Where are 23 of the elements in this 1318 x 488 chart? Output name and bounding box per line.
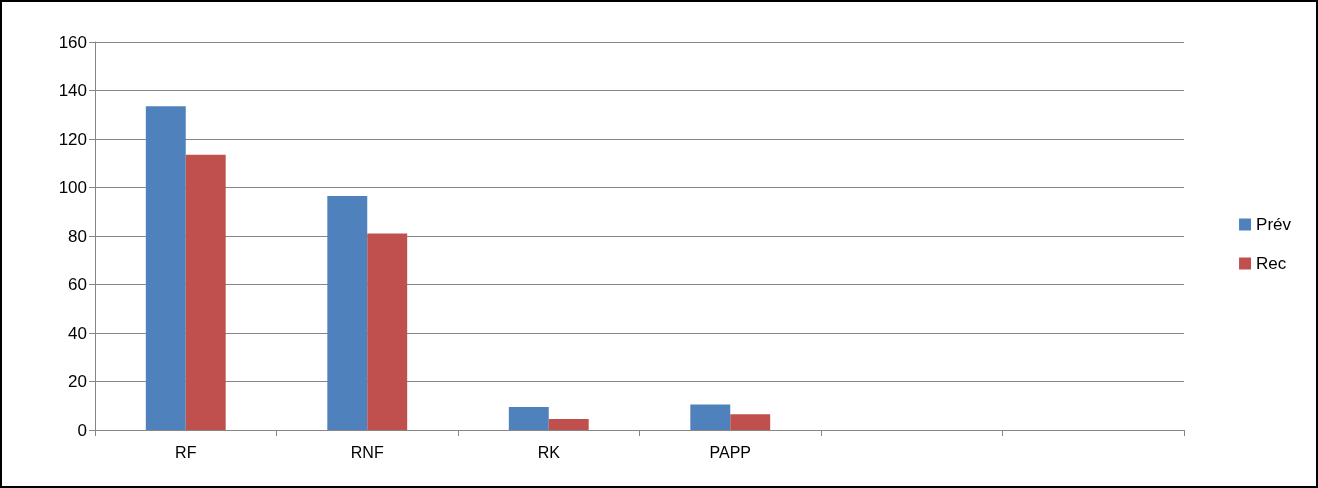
y-tick-label: 100	[58, 178, 87, 197]
bar	[690, 404, 731, 430]
bar	[145, 106, 186, 430]
x-tick-label: RNF	[350, 443, 384, 461]
bar	[327, 195, 368, 430]
bar	[730, 414, 771, 430]
y-tick-label: 20	[68, 372, 87, 391]
x-tick-label: RF	[175, 443, 197, 461]
y-tick-label: 80	[68, 226, 87, 246]
legend-label: Rec	[1256, 254, 1287, 273]
x-tick-label: RK	[537, 443, 561, 461]
bar	[508, 406, 549, 430]
y-tick-label: 160	[58, 32, 87, 52]
x-tick-label: PAPP	[709, 443, 751, 461]
bar	[548, 419, 589, 430]
y-tick-label: 140	[58, 81, 87, 100]
y-tick-label: 120	[58, 129, 87, 149]
bar	[185, 154, 226, 430]
bar	[367, 233, 408, 430]
y-tick-label: 60	[68, 275, 87, 294]
y-tick-label: 40	[68, 323, 87, 343]
legend-label: Prév	[1256, 215, 1292, 234]
y-tick-label: 0	[77, 420, 87, 440]
